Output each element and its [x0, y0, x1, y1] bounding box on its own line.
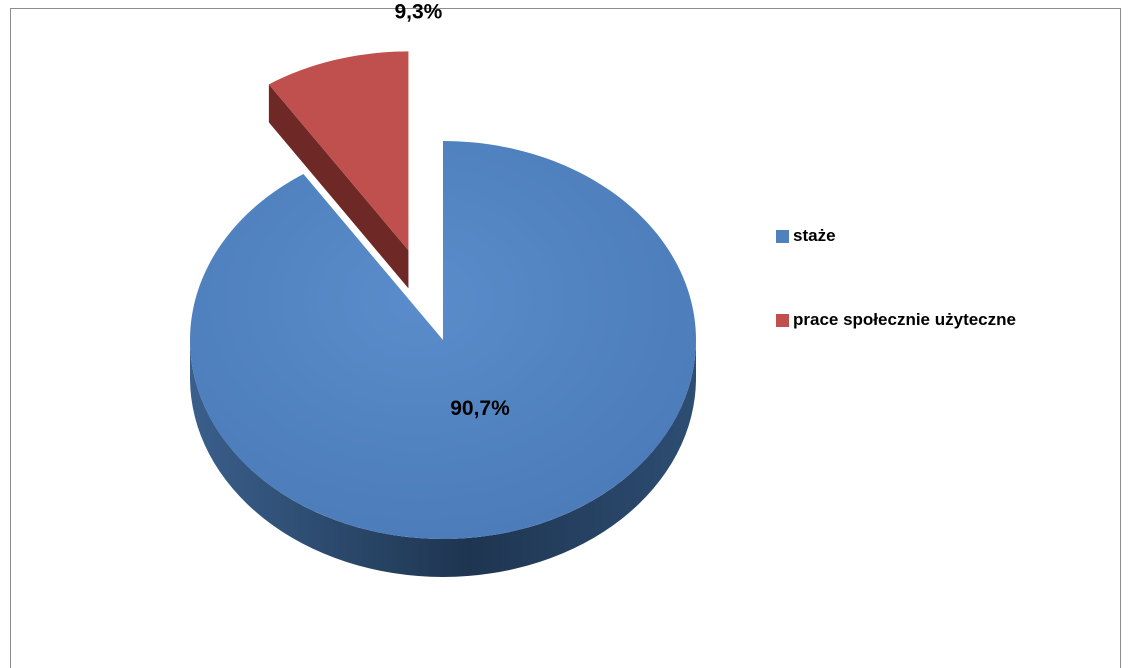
data-label-prace: 9,3%: [394, 0, 442, 23]
legend-item-staze: staże: [776, 226, 1016, 246]
pie-slice-side-prace: [268, 84, 409, 289]
legend-label-staze: staże: [793, 226, 836, 245]
pie-slice-staze: [190, 141, 697, 539]
pie-slice-side-staze: [190, 340, 696, 577]
pie-slice-prace: [268, 51, 409, 251]
legend-swatch-prace: [776, 313, 789, 327]
legend-swatch-staze: [776, 229, 789, 243]
legend-label-prace: prace społecznie użyteczne: [793, 310, 1016, 329]
legend-item-prace: prace społecznie użyteczne: [776, 310, 1016, 330]
legend: staże prace społecznie użyteczne: [776, 226, 1016, 330]
data-label-staze: 90,7%: [450, 397, 510, 420]
